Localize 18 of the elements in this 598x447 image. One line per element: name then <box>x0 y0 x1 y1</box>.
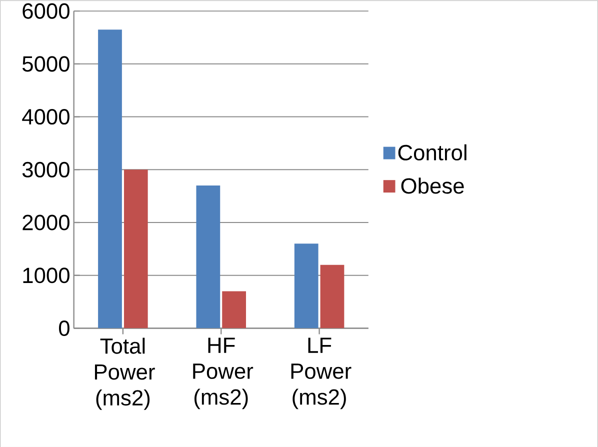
legend-label: Control <box>398 144 466 160</box>
x-tick-label: LF Power (ms2) <box>291 338 352 409</box>
bar <box>294 243 318 328</box>
y-tick-label: 4000 <box>22 108 70 124</box>
bar <box>222 291 246 328</box>
y-tick-label: 1000 <box>23 267 70 283</box>
bar <box>196 185 220 328</box>
y-tick-label: 0 <box>59 320 70 336</box>
bar <box>98 29 122 328</box>
x-tick-label: Total Power (ms2) <box>94 338 155 410</box>
y-tick-label: 6000 <box>22 3 70 19</box>
bar <box>124 169 148 328</box>
y-tick-label: 5000 <box>22 56 70 72</box>
x-tick-label: HF Power (ms2) <box>193 338 254 409</box>
legend-label: Obese <box>401 177 464 194</box>
y-tick-label: 3000 <box>22 162 70 178</box>
bar <box>320 264 344 328</box>
y-tick-label: 2000 <box>22 214 70 230</box>
